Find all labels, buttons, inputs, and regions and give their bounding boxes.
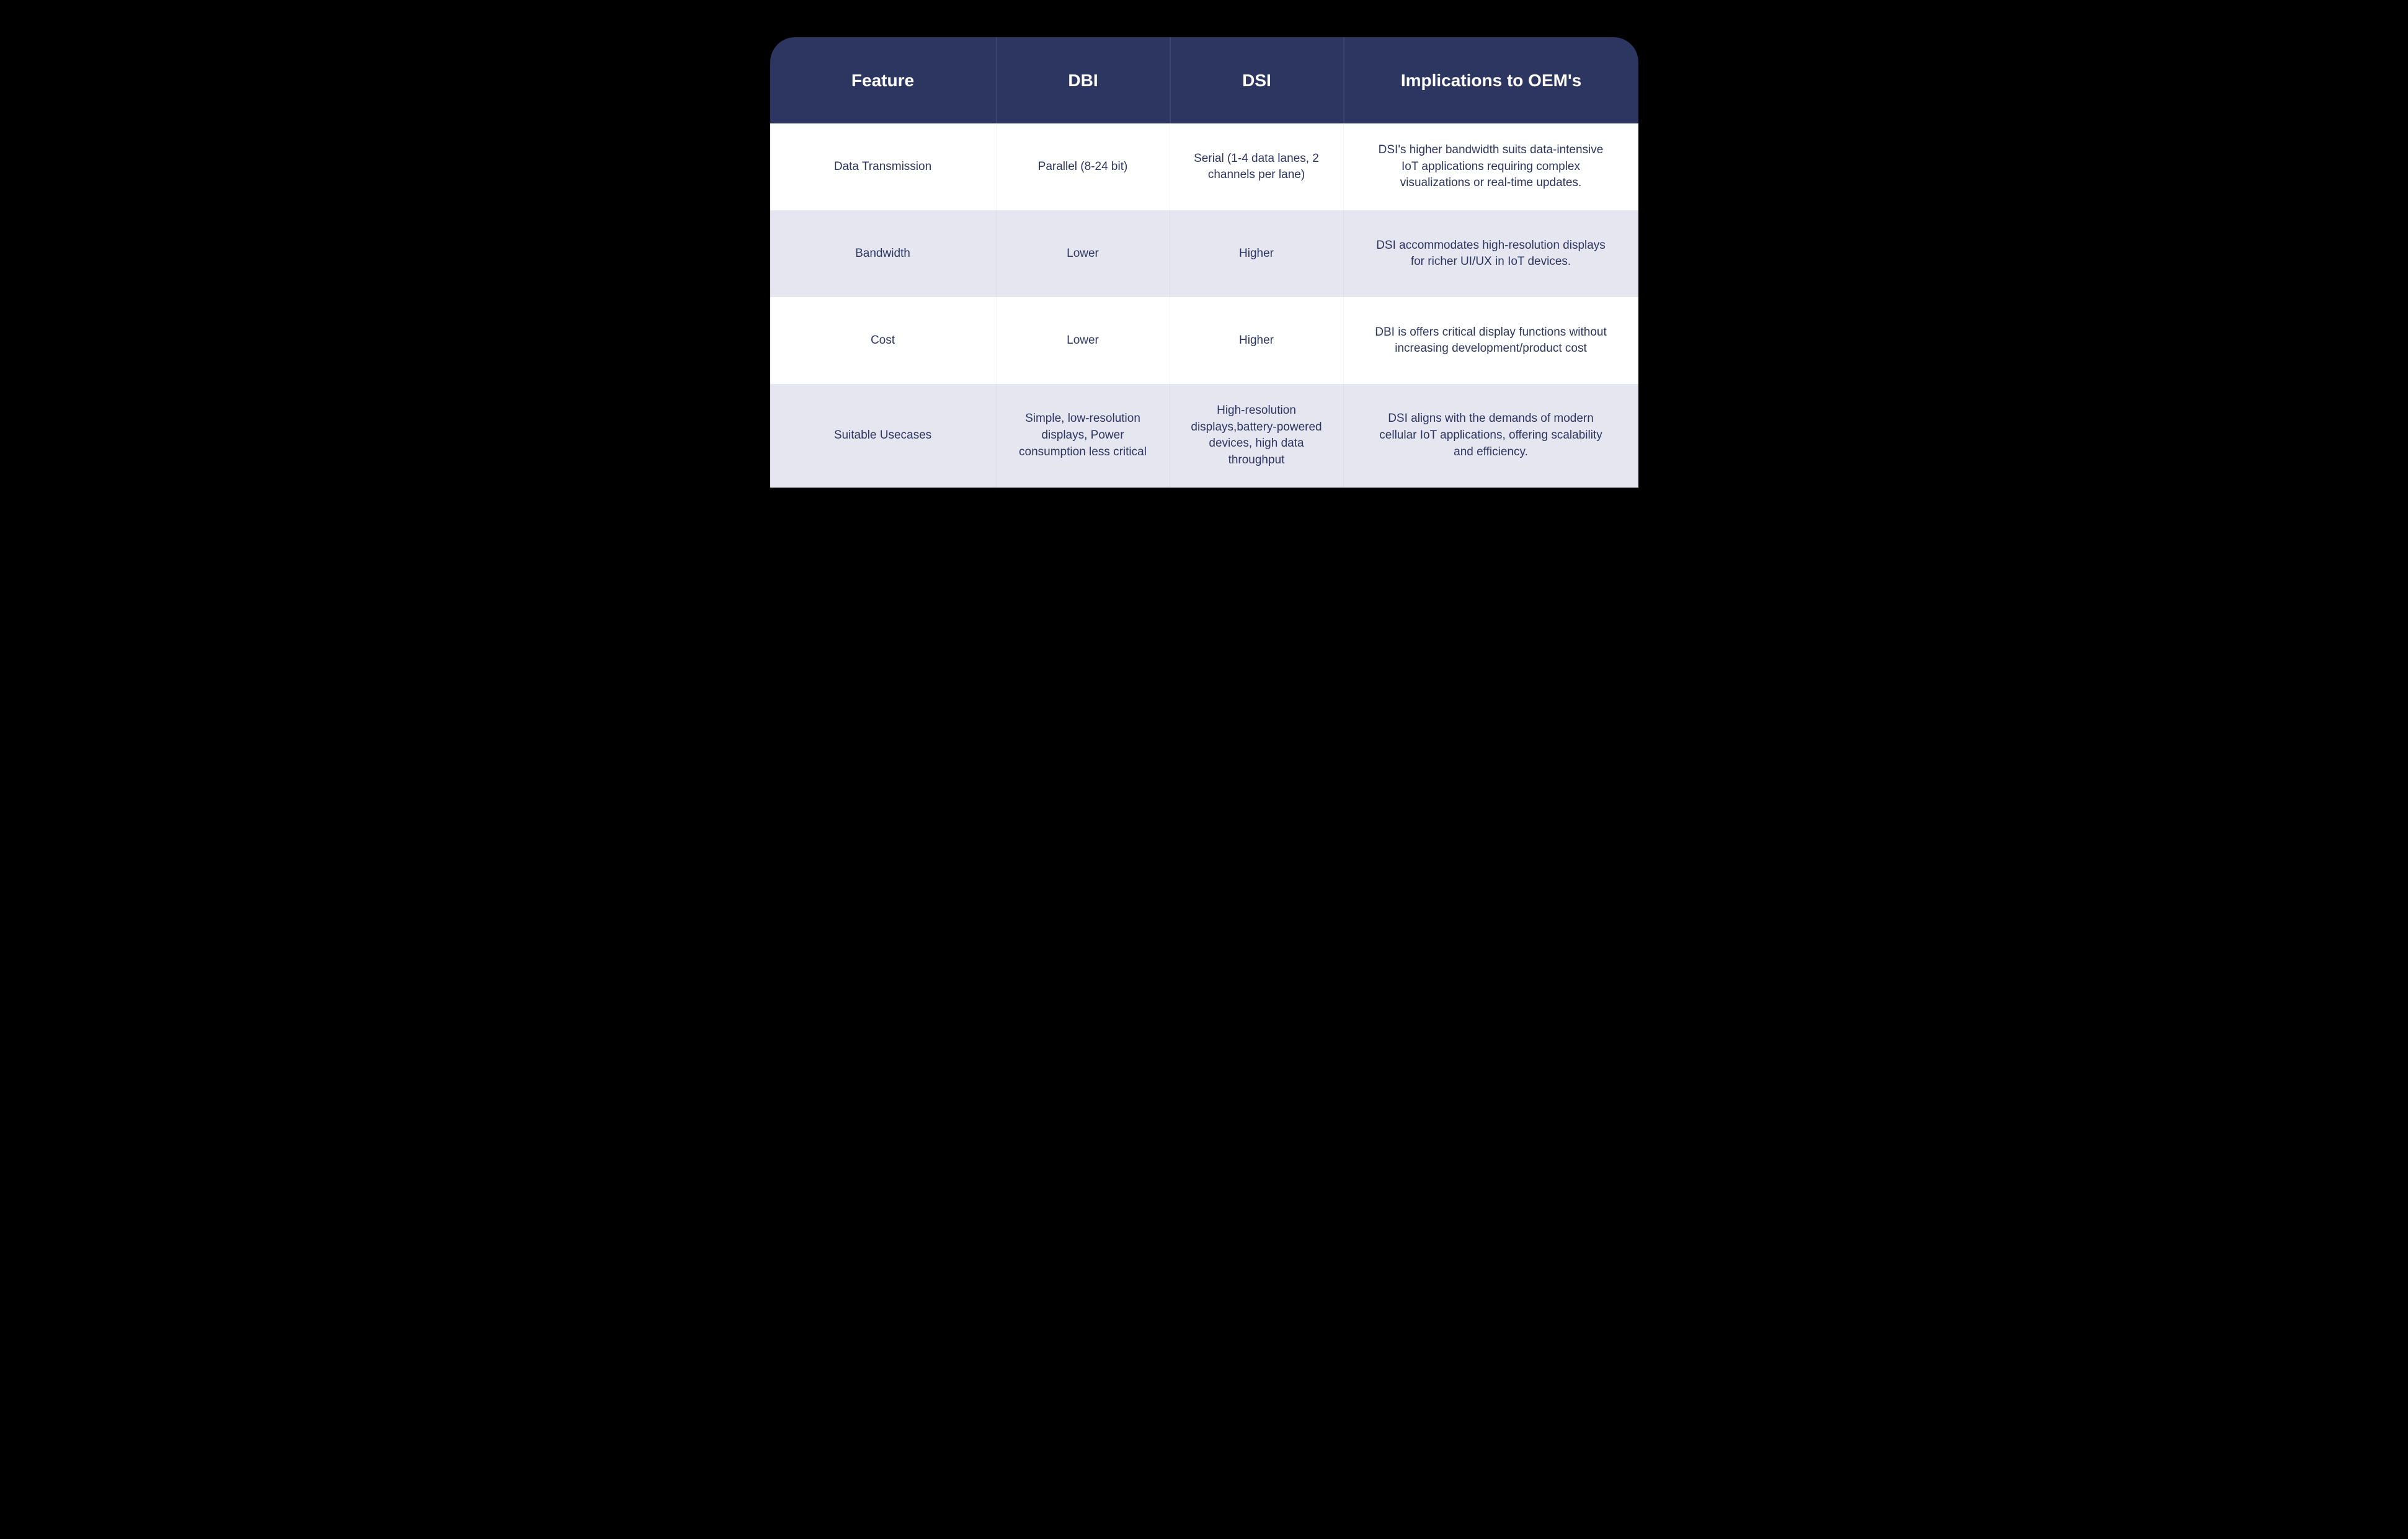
header-dbi: DBI [996,37,1170,123]
cell-feature: Data Transmission [770,123,996,210]
cell-dsi: Serial (1-4 data lanes, 2 channels per l… [1170,123,1343,210]
table-row: Data Transmission Parallel (8-24 bit) Se… [770,123,1638,210]
cell-dbi: Lower [996,210,1170,297]
header-dsi: DSI [1170,37,1343,123]
cell-dsi: Higher [1170,210,1343,297]
cell-implications: DSI's higher bandwidth suits data-intens… [1343,123,1638,210]
cell-dbi: Lower [996,297,1170,384]
cell-dsi: High-resolution displays,battery-powered… [1170,384,1343,487]
cell-implications: DSI aligns with the demands of modern ce… [1343,384,1638,487]
cell-implications: DSI accommodates high-resolution display… [1343,210,1638,297]
cell-feature: Bandwidth [770,210,996,297]
cell-feature: Suitable Usecases [770,384,996,487]
comparison-table: Feature DBI DSI Implications to OEM's Da… [770,37,1638,488]
table-row: Cost Lower Higher DBI is offers critical… [770,297,1638,384]
table-header-row: Feature DBI DSI Implications to OEM's [770,37,1638,123]
cell-feature: Cost [770,297,996,384]
cell-implications: DBI is offers critical display functions… [1343,297,1638,384]
cell-dsi: Higher [1170,297,1343,384]
cell-dbi: Parallel (8-24 bit) [996,123,1170,210]
table-row: Suitable Usecases Simple, low-resolution… [770,384,1638,487]
cell-dbi: Simple, low-resolution displays, Power c… [996,384,1170,487]
header-feature: Feature [770,37,996,123]
table-row: Bandwidth Lower Higher DSI accommodates … [770,210,1638,297]
header-implications: Implications to OEM's [1343,37,1638,123]
